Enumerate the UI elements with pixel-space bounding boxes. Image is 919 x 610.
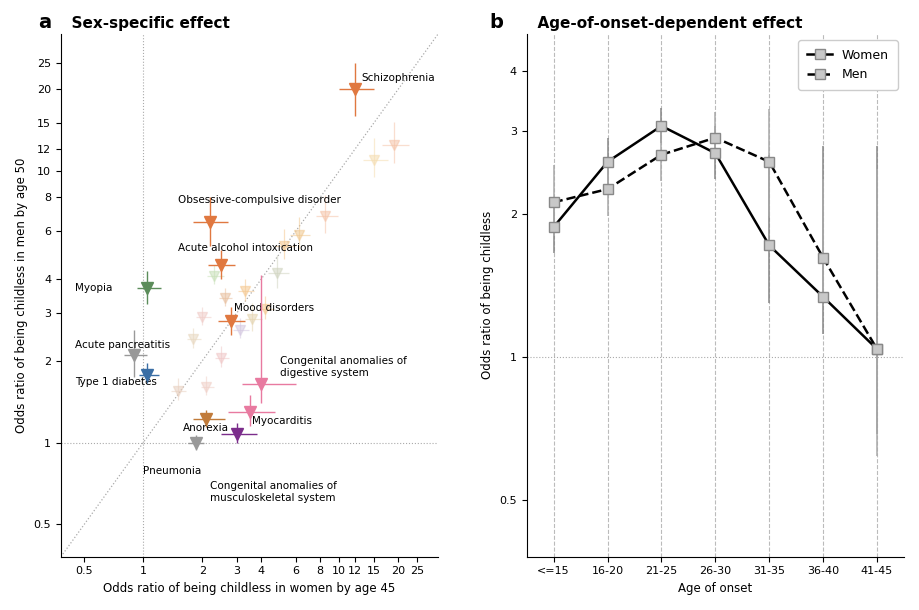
Text: Mood disorders: Mood disorders [233,303,314,313]
Women [871,345,882,353]
Women [548,223,559,231]
Women [764,242,775,249]
Women [818,293,829,301]
Men [818,254,829,262]
Y-axis label: Odds ratio of being childless: Odds ratio of being childless [481,211,494,379]
Text: a: a [39,13,51,32]
Women [602,158,613,165]
Text: Age-of-onset-dependent effect: Age-of-onset-dependent effect [527,16,802,31]
Men [871,345,882,353]
Text: Congenital anomalies of
digestive system: Congenital anomalies of digestive system [280,356,407,378]
Y-axis label: Odds ratio of being childless in men by age 50: Odds ratio of being childless in men by … [15,157,28,433]
Women [709,149,720,157]
Men [602,185,613,193]
Text: Schizophrenia: Schizophrenia [361,73,436,84]
Text: Pneumonia: Pneumonia [143,466,201,476]
X-axis label: Odds ratio of being childless in women by age 45: Odds ratio of being childless in women b… [104,582,396,595]
Text: Type 1 diabetes: Type 1 diabetes [75,376,157,387]
Text: Acute alcohol intoxication: Acute alcohol intoxication [177,243,312,253]
X-axis label: Age of onset: Age of onset [678,582,753,595]
Text: Myopia: Myopia [75,283,113,293]
Men [548,199,559,206]
Line: Men: Men [549,133,882,354]
Text: Sex-specific effect: Sex-specific effect [61,16,230,31]
Men [709,134,720,142]
Legend: Women, Men: Women, Men [799,40,898,90]
Line: Women: Women [549,121,882,354]
Text: Myocarditis: Myocarditis [253,416,312,426]
Text: Acute pancreatitis: Acute pancreatitis [75,340,170,350]
Text: Anorexia: Anorexia [183,423,229,433]
Men [656,151,667,159]
Text: Congenital anomalies of
musculoskeletal system: Congenital anomalies of musculoskeletal … [210,481,337,503]
Women [656,122,667,129]
Text: b: b [489,13,503,32]
Text: Obsessive-compulsive disorder: Obsessive-compulsive disorder [177,195,341,205]
Men [764,158,775,165]
